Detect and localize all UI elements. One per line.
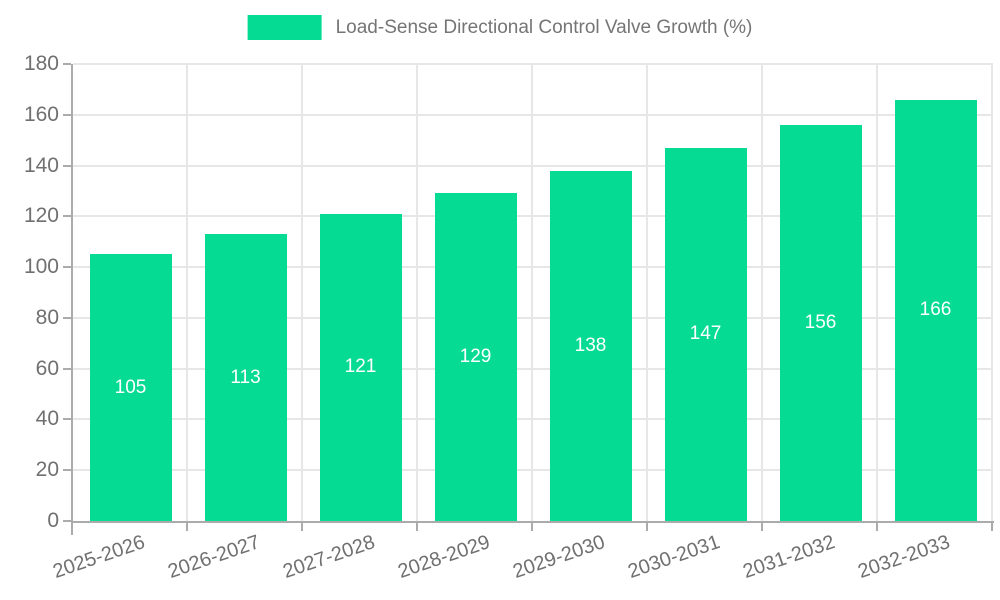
gridline: [73, 164, 993, 167]
y-tick-label: 100: [23, 255, 59, 279]
gridline: [761, 64, 763, 521]
y-axis-line: [71, 64, 73, 535]
x-axis-tick: [761, 523, 763, 531]
x-axis-tick: [186, 523, 188, 531]
legend-label: Load-Sense Directional Control Valve Gro…: [335, 16, 753, 38]
bar[interactable]: 105: [89, 254, 172, 521]
y-tick-label: 160: [23, 102, 59, 126]
gridline: [73, 113, 993, 116]
x-axis-tick: [71, 523, 73, 531]
x-axis-tick: [301, 523, 303, 531]
gridline: [73, 367, 993, 370]
bar[interactable]: 138: [549, 170, 632, 521]
bar[interactable]: 113: [204, 234, 287, 521]
x-axis-line: [71, 521, 994, 523]
y-tick-label: 40: [35, 407, 59, 431]
y-axis-tick: [63, 316, 71, 319]
gridline: [73, 215, 993, 218]
x-tick-label: 2028-2029: [395, 531, 493, 583]
bar[interactable]: 121: [319, 213, 402, 521]
gridline: [531, 64, 533, 521]
gridline: [73, 418, 993, 421]
bar-value-label: 113: [230, 366, 261, 388]
y-tick-label: 20: [35, 458, 59, 482]
x-tick-label: 2026-2027: [165, 531, 263, 583]
y-tick-label: 180: [23, 52, 59, 75]
y-axis-tick: [63, 418, 71, 421]
gridline: [301, 64, 303, 521]
legend-swatch-icon: [247, 15, 322, 40]
y-tick-label: 60: [35, 356, 59, 380]
bar-value-label: 129: [459, 346, 492, 368]
y-axis-tick: [63, 367, 71, 370]
y-axis-tick: [63, 469, 71, 472]
x-tick-label: 2027-2028: [280, 531, 378, 583]
bar-value-label: 156: [804, 311, 837, 333]
legend[interactable]: Load-Sense Directional Control Valve Gro…: [247, 15, 753, 40]
y-tick-label: 0: [47, 509, 59, 532]
gridline: [646, 64, 648, 521]
gridline: [73, 316, 993, 319]
bar[interactable]: 156: [779, 124, 862, 521]
y-axis-tick: [63, 63, 71, 65]
x-tick-label: 2030-2031: [625, 531, 723, 583]
bar[interactable]: 166: [894, 99, 977, 521]
y-tick-label: 120: [23, 204, 59, 228]
bar-value-label: 105: [114, 376, 147, 398]
bar[interactable]: 147: [664, 147, 747, 521]
plot-area: 0 20 40 60 80 100 120 140 160 180 105 2025-2026 113 2…: [24, 52, 994, 583]
y-tick-label: 140: [23, 153, 59, 177]
gridline: [991, 64, 993, 521]
bar-value-label: 138: [574, 334, 607, 356]
gridline: [416, 64, 418, 521]
x-axis-tick: [646, 523, 648, 531]
x-tick-label: 2025-2026: [50, 531, 148, 583]
bar-value-label: 147: [689, 323, 722, 345]
gridline: [876, 64, 878, 521]
gridline: [73, 266, 993, 269]
y-axis-tick: [63, 164, 71, 167]
x-tick-label: 2032-2033: [855, 531, 953, 583]
x-tick-label: 2029-2030: [510, 531, 608, 583]
x-axis-tick: [531, 523, 533, 531]
x-axis-tick: [876, 523, 878, 531]
bar-value-label: 166: [919, 299, 952, 321]
x-tick-label: 2031-2032: [740, 531, 838, 583]
x-axis-tick: [416, 523, 418, 531]
bar[interactable]: 129: [434, 193, 517, 521]
x-axis-tick: [991, 523, 993, 531]
y-tick-label: 80: [35, 305, 59, 329]
gridline: [186, 64, 188, 521]
gridline: [73, 63, 993, 65]
y-axis-tick: [63, 215, 71, 218]
gridline: [73, 469, 993, 472]
y-axis-tick: [63, 520, 71, 522]
bar-value-label: 121: [344, 356, 377, 378]
y-axis-tick: [63, 113, 71, 116]
y-axis-tick: [63, 266, 71, 269]
